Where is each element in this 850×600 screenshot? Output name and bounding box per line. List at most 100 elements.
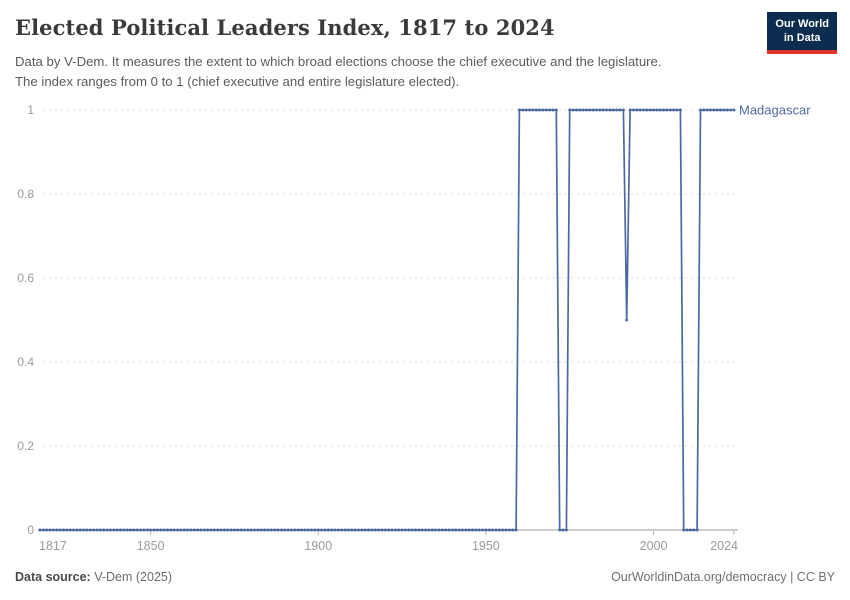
data-point-1983[interactable] [595, 108, 598, 112]
data-point-1881[interactable] [253, 528, 257, 532]
data-point-1973[interactable] [561, 528, 565, 532]
data-point-2008[interactable] [678, 108, 682, 112]
data-point-1920[interactable] [383, 528, 387, 532]
data-point-1929[interactable] [414, 528, 417, 532]
data-point-1957[interactable] [507, 528, 511, 532]
data-point-1988[interactable] [611, 108, 615, 112]
data-point-1839[interactable] [112, 528, 116, 532]
data-point-1949[interactable] [481, 528, 485, 532]
data-point-2005[interactable] [668, 108, 672, 112]
data-point-1919[interactable] [380, 528, 384, 532]
data-point-1931[interactable] [420, 528, 424, 532]
data-point-1909[interactable] [346, 528, 350, 532]
data-point-1864[interactable] [196, 528, 200, 532]
data-point-1927[interactable] [407, 528, 411, 532]
data-point-1823[interactable] [58, 528, 62, 532]
data-point-1832[interactable] [88, 528, 92, 532]
data-point-1822[interactable] [55, 528, 59, 532]
data-point-2018[interactable] [712, 108, 716, 112]
data-point-1851[interactable] [152, 528, 156, 532]
data-point-1993[interactable] [628, 108, 632, 112]
data-point-1934[interactable] [430, 528, 434, 532]
data-point-1848[interactable] [142, 528, 146, 532]
data-point-1970[interactable] [551, 108, 555, 112]
data-point-1964[interactable] [531, 108, 535, 112]
data-point-1962[interactable] [524, 108, 528, 112]
data-point-2010[interactable] [685, 528, 689, 532]
data-point-1861[interactable] [186, 528, 189, 532]
data-point-1828[interactable] [75, 528, 79, 532]
data-point-1906[interactable] [336, 528, 340, 532]
data-point-1995[interactable] [635, 108, 639, 112]
data-point-1886[interactable] [269, 528, 273, 532]
data-point-2021[interactable] [722, 108, 726, 112]
data-point-1888[interactable] [276, 528, 280, 532]
data-point-1855[interactable] [165, 528, 169, 532]
data-point-1911[interactable] [353, 528, 357, 532]
data-point-1923[interactable] [393, 528, 397, 532]
data-point-2015[interactable] [702, 108, 706, 112]
entity-label-madagascar[interactable]: Madagascar [739, 103, 811, 118]
data-point-1873[interactable] [226, 528, 230, 532]
data-point-1917[interactable] [373, 528, 377, 532]
data-point-1901[interactable] [320, 528, 324, 532]
data-point-1833[interactable] [92, 528, 96, 532]
data-point-1980[interactable] [585, 108, 588, 112]
data-point-1916[interactable] [370, 528, 374, 532]
data-point-1903[interactable] [326, 528, 330, 532]
data-point-2004[interactable] [665, 108, 669, 112]
data-point-1857[interactable] [172, 528, 176, 532]
data-point-1942[interactable] [457, 528, 461, 532]
data-point-1884[interactable] [263, 528, 267, 532]
data-point-1846[interactable] [135, 528, 139, 532]
data-point-1908[interactable] [343, 528, 347, 532]
data-point-1882[interactable] [256, 528, 260, 532]
data-point-1899[interactable] [313, 528, 317, 532]
data-point-1922[interactable] [390, 528, 394, 532]
data-point-1998[interactable] [645, 108, 649, 112]
data-point-1965[interactable] [534, 108, 538, 112]
data-point-1918[interactable] [377, 528, 381, 532]
data-point-1835[interactable] [98, 528, 102, 532]
data-point-1966[interactable] [538, 108, 541, 112]
data-point-1887[interactable] [273, 528, 277, 532]
data-point-1967[interactable] [541, 108, 545, 112]
data-point-1921[interactable] [387, 528, 391, 532]
data-point-1941[interactable] [454, 528, 458, 532]
data-point-1936[interactable] [437, 528, 441, 532]
data-point-1955[interactable] [501, 528, 505, 532]
data-point-1960[interactable] [517, 108, 521, 112]
data-point-1939[interactable] [447, 528, 451, 532]
data-point-1892[interactable] [289, 528, 293, 532]
data-point-1866[interactable] [202, 528, 206, 532]
data-point-2006[interactable] [672, 108, 676, 112]
data-point-1958[interactable] [511, 528, 515, 532]
data-point-1867[interactable] [206, 528, 210, 532]
data-point-1951[interactable] [487, 528, 491, 532]
data-point-1907[interactable] [340, 528, 344, 532]
data-point-1932[interactable] [424, 528, 428, 532]
data-point-1915[interactable] [367, 528, 371, 532]
data-point-1817[interactable] [38, 528, 42, 532]
data-point-1948[interactable] [477, 528, 481, 532]
data-point-1925[interactable] [400, 528, 404, 532]
data-point-1852[interactable] [155, 528, 159, 532]
data-point-2014[interactable] [699, 108, 702, 112]
data-point-1820[interactable] [48, 528, 52, 532]
data-point-1891[interactable] [286, 528, 290, 532]
data-point-1841[interactable] [119, 528, 122, 532]
data-point-1878[interactable] [243, 528, 246, 532]
data-point-1974[interactable] [564, 528, 568, 532]
data-point-1910[interactable] [350, 528, 354, 532]
data-point-1894[interactable] [296, 528, 300, 532]
data-point-1979[interactable] [581, 108, 585, 112]
data-point-1986[interactable] [605, 108, 609, 112]
data-point-1945[interactable] [467, 528, 471, 532]
data-point-1956[interactable] [504, 528, 508, 532]
data-point-1880[interactable] [249, 528, 253, 532]
data-point-2019[interactable] [715, 108, 719, 112]
data-point-1821[interactable] [51, 528, 55, 532]
data-point-1905[interactable] [333, 528, 337, 532]
data-point-1824[interactable] [62, 528, 65, 532]
data-point-1818[interactable] [41, 528, 45, 532]
